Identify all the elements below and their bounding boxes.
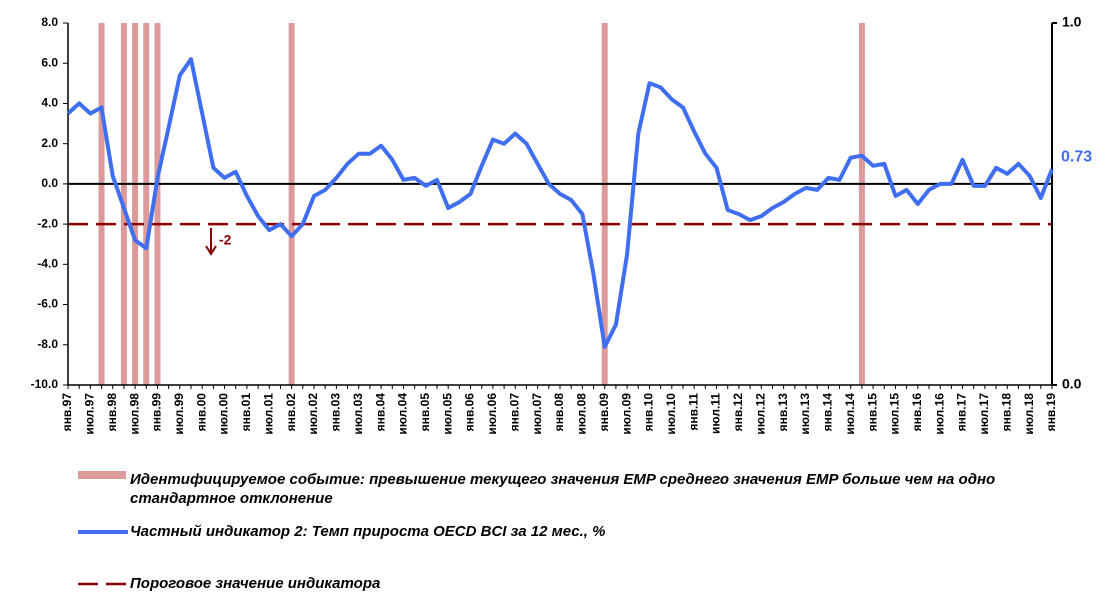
x-tick-label: июл.17 [977,393,991,435]
y-tick-label: 2.0 [41,136,58,150]
y-tick-label: -4.0 [37,257,58,271]
threshold-label: -2 [219,232,232,248]
x-tick-label: янв.13 [776,393,790,432]
x-tick-label: июл.09 [619,393,633,435]
x-tick-label: янв.09 [597,393,611,432]
x-tick-label: янв.10 [642,393,656,432]
x-tick-label: янв.00 [194,393,208,432]
last-value-label: 0.73 [1061,148,1092,165]
legend-swatch-events [78,471,126,479]
y-tick-label: 6.0 [41,55,58,69]
x-tick-label: июл.04 [396,393,410,435]
x-tick-label: янв.15 [865,393,879,432]
x-tick-label: июл.10 [664,393,678,435]
x-tick-label: янв.14 [821,393,835,432]
x-tick-label: янв.97 [60,393,74,432]
x-tick-label: июл.16 [932,393,946,435]
y-tick-label: 4.0 [41,96,58,110]
x-tick-label: янв.98 [105,393,119,432]
x-tick-label: июл.11 [709,393,723,434]
y-tick-label: 8.0 [41,15,58,29]
x-tick-label: янв.11 [686,393,700,431]
x-tick-label: июл.14 [843,393,857,435]
y-tick-label: -2.0 [37,216,58,230]
x-tick-label: янв.02 [284,393,298,432]
x-tick-label: июл.07 [530,393,544,435]
indicator-line [66,57,1054,349]
y-tick-label: 0.0 [41,176,58,190]
event-bar [288,23,295,385]
x-tick-label: янв.04 [373,393,387,432]
y-tick-label: -8.0 [37,337,58,351]
x-tick-label: янв.16 [910,393,924,432]
x-tick-label: июл.18 [1022,393,1036,435]
threshold-arrow [205,228,217,256]
x-tick-label: янв.03 [329,393,343,432]
x-tick-label: июл.00 [217,393,231,435]
event-bar [154,23,161,385]
x-tick-label: июл.01 [261,393,275,435]
x-tick-label: июл.13 [798,393,812,435]
x-tick-label: янв.17 [955,393,969,432]
x-tick-label: июл.03 [351,393,365,435]
event-bar [132,23,139,385]
x-tick-label: янв.19 [1044,393,1058,432]
x-tick-label: июл.05 [440,393,454,435]
y-tick-label: -10.0 [31,377,59,391]
x-tick-label: янв.99 [150,393,164,432]
y-tick-label: -6.0 [37,297,58,311]
x-tick-label: янв.12 [731,393,745,432]
x-tick-label: июл.08 [575,393,589,435]
y2-tick-label: 1.0 [1062,14,1082,30]
x-tick-label: янв.06 [463,393,477,432]
x-tick-label: июл.02 [306,393,320,435]
x-tick-label: июл.97 [83,393,97,435]
legend-threshold: Пороговое значение индикатора [130,575,381,592]
legend-events: Идентифицируемое событие: превышение тек… [130,471,996,507]
event-bar [858,23,865,385]
x-tick-label: янв.08 [552,393,566,432]
x-tick-label: июл.98 [127,393,141,435]
event-bar [98,23,105,385]
legend-line: Частный индикатор 2: Темп прироста OECD … [130,523,606,540]
x-tick-label: июл.99 [172,393,186,435]
x-tick-label: июл.12 [753,393,767,435]
x-tick-label: янв.18 [999,393,1013,432]
x-tick-label: янв.07 [507,393,521,432]
y2-tick-label: 0.0 [1062,376,1082,392]
x-tick-label: янв.05 [418,393,432,432]
event-bar [601,23,608,385]
x-tick-label: июл.15 [888,393,902,435]
x-tick-label: янв.01 [239,393,253,432]
event-bar [143,23,150,385]
x-tick-label: июл.06 [485,393,499,435]
